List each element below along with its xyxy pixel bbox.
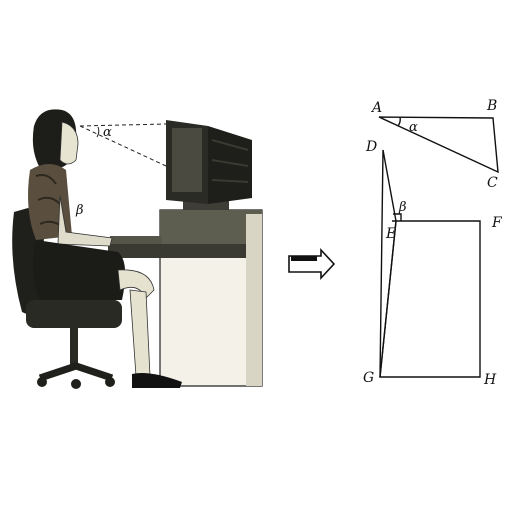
point-F-label: F <box>491 215 503 231</box>
point-C-label: C <box>487 175 498 191</box>
sight-lines <box>79 123 167 167</box>
point-D-label: D <box>365 139 377 155</box>
person <box>28 109 182 388</box>
photo-illustration: α β <box>12 109 263 389</box>
point-E-label: E <box>385 226 396 242</box>
point-G-label: G <box>363 370 374 386</box>
point-B-label: B <box>486 98 497 114</box>
angle-alpha-arc <box>397 116 401 127</box>
point-A-label: A <box>370 100 382 116</box>
diagram-beta-label: β <box>398 200 407 215</box>
triangle-ABC <box>378 116 499 174</box>
point-H-label: H <box>483 372 497 388</box>
keyboard <box>110 236 162 244</box>
photo-beta-label: β <box>75 203 84 218</box>
diagram-alpha-label: α <box>409 120 418 135</box>
right-angle-marker-E <box>393 213 402 221</box>
segment-D-G <box>379 149 384 378</box>
desk <box>108 209 263 387</box>
monitor <box>166 120 252 210</box>
geometry-diagram: A B C D E F G H α β <box>363 98 503 388</box>
photo-alpha-label: α <box>103 125 112 140</box>
transform-arrow-icon <box>288 247 336 281</box>
rectangle-EFGH <box>379 220 481 378</box>
